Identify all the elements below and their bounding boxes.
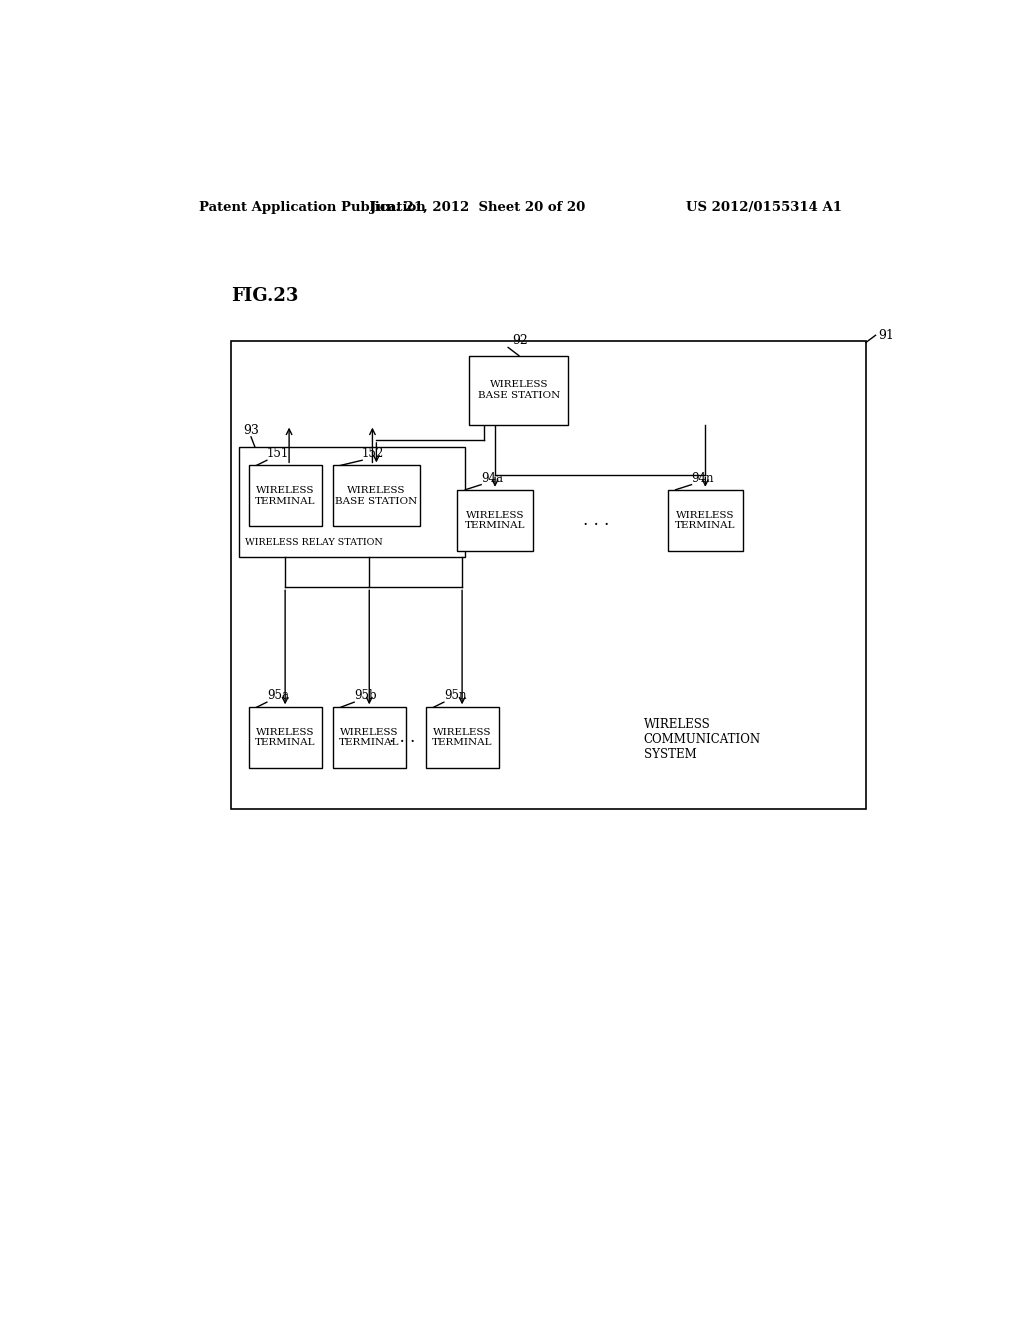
FancyBboxPatch shape — [458, 490, 532, 550]
Text: 95b: 95b — [354, 689, 377, 702]
Text: 95a: 95a — [267, 689, 289, 702]
FancyBboxPatch shape — [333, 466, 420, 527]
FancyBboxPatch shape — [426, 708, 499, 768]
Text: WIRELESS
TERMINAL: WIRELESS TERMINAL — [339, 729, 399, 747]
Text: WIRELESS
BASE STATION: WIRELESS BASE STATION — [478, 380, 560, 400]
Text: Jun. 21, 2012  Sheet 20 of 20: Jun. 21, 2012 Sheet 20 of 20 — [370, 201, 585, 214]
Text: WIRELESS
TERMINAL: WIRELESS TERMINAL — [255, 729, 315, 747]
Text: 93: 93 — [243, 424, 259, 437]
Text: . . .: . . . — [583, 512, 609, 529]
FancyBboxPatch shape — [249, 466, 322, 527]
Text: 94a: 94a — [481, 471, 503, 484]
Text: 151: 151 — [267, 447, 289, 461]
Text: WIRELESS
TERMINAL: WIRELESS TERMINAL — [465, 511, 525, 529]
Text: 92: 92 — [512, 334, 527, 347]
Text: 91: 91 — [878, 329, 894, 342]
FancyBboxPatch shape — [333, 708, 406, 768]
Text: FIG.23: FIG.23 — [231, 286, 299, 305]
Text: WIRELESS
TERMINAL: WIRELESS TERMINAL — [432, 729, 493, 747]
Text: Patent Application Publication: Patent Application Publication — [200, 201, 426, 214]
FancyBboxPatch shape — [249, 708, 322, 768]
Text: . . .: . . . — [389, 729, 415, 746]
FancyBboxPatch shape — [469, 355, 568, 425]
Text: US 2012/0155314 A1: US 2012/0155314 A1 — [686, 201, 842, 214]
Text: WIRELESS
TERMINAL: WIRELESS TERMINAL — [255, 486, 315, 506]
Text: 94n: 94n — [691, 471, 714, 484]
Text: WIRELESS
COMMUNICATION
SYSTEM: WIRELESS COMMUNICATION SYSTEM — [644, 718, 761, 762]
FancyBboxPatch shape — [240, 447, 465, 557]
Text: WIRELESS
TERMINAL: WIRELESS TERMINAL — [675, 511, 735, 529]
Text: WIRELESS RELAY STATION: WIRELESS RELAY STATION — [246, 537, 383, 546]
FancyBboxPatch shape — [231, 342, 866, 809]
Text: 95n: 95n — [443, 689, 466, 702]
Text: WIRELESS
BASE STATION: WIRELESS BASE STATION — [335, 486, 418, 506]
FancyBboxPatch shape — [668, 490, 743, 550]
Text: 152: 152 — [362, 447, 384, 461]
